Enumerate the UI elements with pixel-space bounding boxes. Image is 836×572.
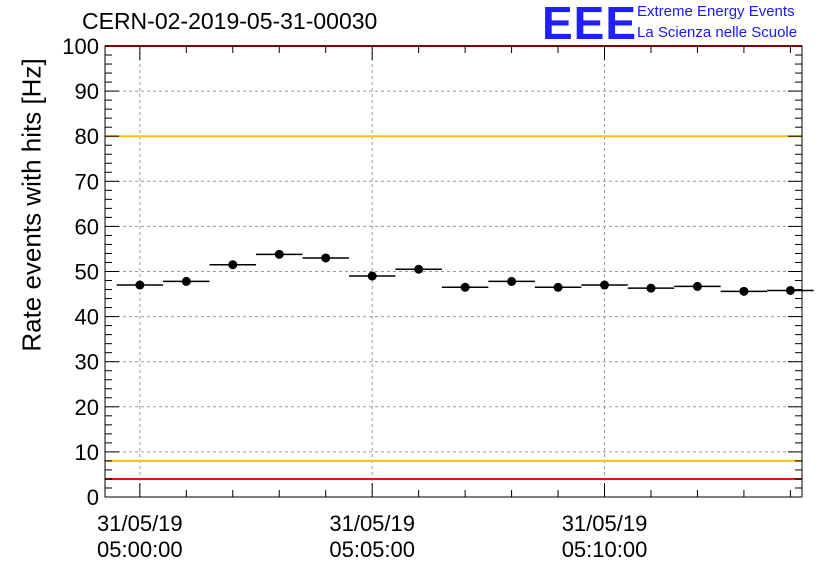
data-point xyxy=(646,283,656,293)
data-point xyxy=(507,276,517,286)
x-tick-time-label: 05:05:00 xyxy=(329,537,415,562)
y-tick-label: 40 xyxy=(75,305,99,330)
data-point xyxy=(785,285,795,295)
data-point xyxy=(181,276,191,286)
y-tick-label: 60 xyxy=(75,214,99,239)
y-tick-label: 10 xyxy=(75,440,99,465)
chart-title: CERN-02-2019-05-31-00030 xyxy=(82,8,378,34)
y-tick-label: 90 xyxy=(75,79,99,104)
x-tick-date-label: 31/05/19 xyxy=(97,511,183,536)
y-tick-label: 30 xyxy=(75,350,99,375)
y-tick-label: 50 xyxy=(75,260,99,285)
data-point xyxy=(460,282,470,292)
y-tick-label: 20 xyxy=(75,395,99,420)
y-tick-label: 70 xyxy=(75,169,99,194)
data-point xyxy=(228,260,238,270)
eee-logo: EEE xyxy=(542,0,638,49)
data-point xyxy=(553,282,563,292)
data-point xyxy=(274,249,284,259)
x-tick-time-label: 05:00:00 xyxy=(97,537,183,562)
logo-line-2: La Scienza nelle Scuole xyxy=(637,24,798,41)
data-point xyxy=(321,253,331,263)
x-tick-date-label: 31/05/19 xyxy=(329,511,415,536)
y-tick-label: 100 xyxy=(62,34,99,59)
data-point xyxy=(367,271,377,281)
y-tick-label: 0 xyxy=(87,485,99,510)
data-point xyxy=(135,280,145,290)
x-tick-date-label: 31/05/19 xyxy=(562,511,648,536)
y-tick-label: 80 xyxy=(75,124,99,149)
logo-line-1: Extreme Energy Events xyxy=(637,3,795,20)
x-tick-time-label: 05:10:00 xyxy=(562,537,648,562)
data-point xyxy=(414,264,424,274)
data-point xyxy=(739,286,749,296)
data-point xyxy=(692,281,702,291)
data-point xyxy=(600,280,610,290)
